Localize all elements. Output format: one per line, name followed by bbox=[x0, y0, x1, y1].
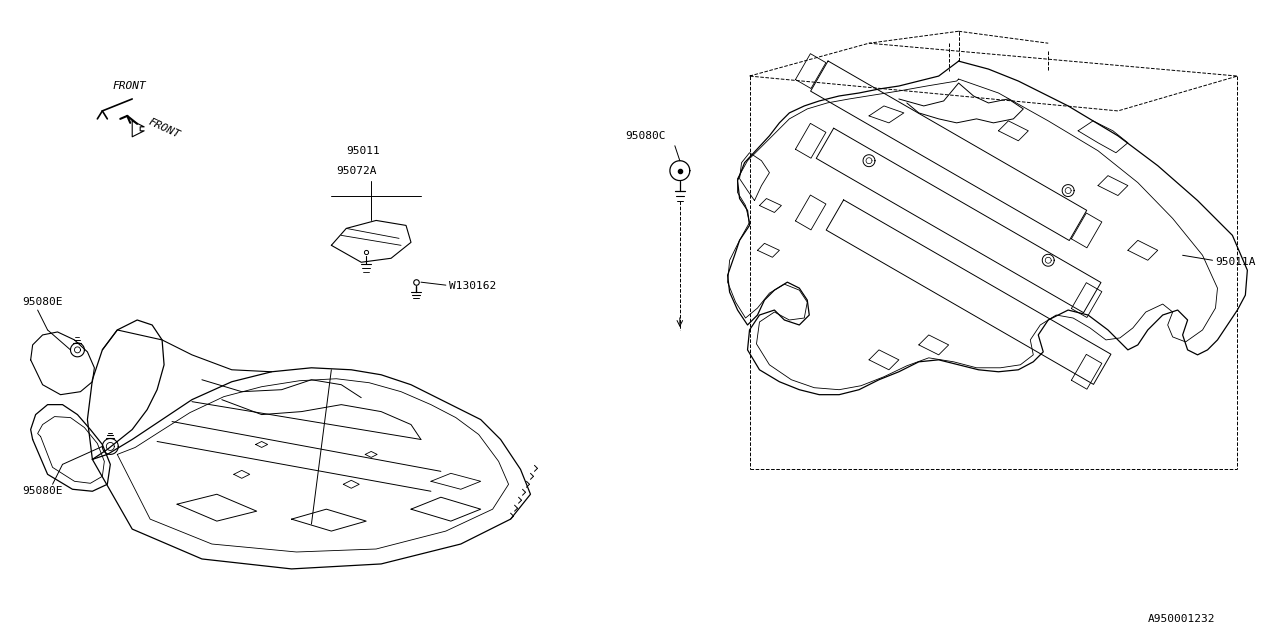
Text: A950001232: A950001232 bbox=[1148, 614, 1215, 624]
Text: 95080E: 95080E bbox=[23, 486, 63, 496]
Text: 95011: 95011 bbox=[347, 146, 380, 156]
Text: FRONT: FRONT bbox=[147, 117, 182, 141]
Text: FRONT: FRONT bbox=[113, 81, 146, 91]
Text: 95080C: 95080C bbox=[625, 131, 666, 141]
Text: 95080E: 95080E bbox=[23, 297, 63, 307]
Text: 95011A: 95011A bbox=[1216, 257, 1256, 268]
Text: 95072A: 95072A bbox=[337, 166, 376, 175]
Text: W130162: W130162 bbox=[449, 281, 497, 291]
